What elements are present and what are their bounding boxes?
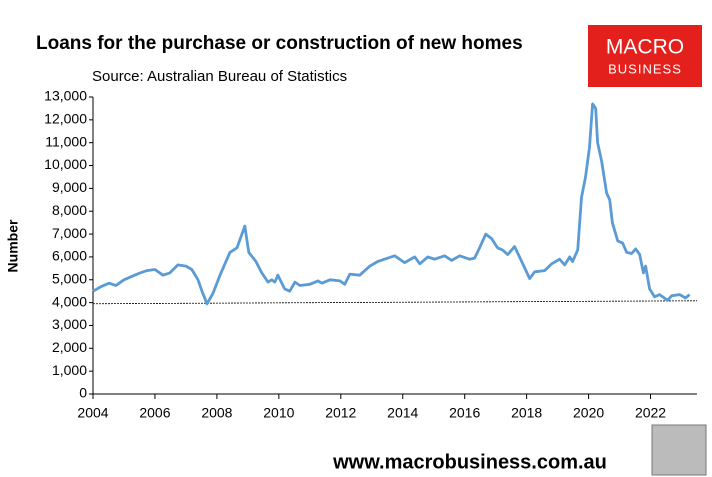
y-tick-label: 9,000 [52, 179, 87, 195]
y-tick-label: 1,000 [52, 362, 87, 378]
x-tick-label: 2010 [263, 405, 294, 421]
y-tick-label: 11,000 [45, 133, 87, 149]
logo-text: MACRO [606, 36, 684, 59]
y-tick-label: 4,000 [52, 293, 87, 309]
x-tick-label: 2012 [325, 405, 356, 421]
y-tick-label: 6,000 [52, 248, 87, 264]
x-tick-label: 2018 [511, 405, 542, 421]
y-tick-label: 8,000 [52, 202, 87, 218]
x-tick-label: 2016 [449, 405, 480, 421]
logo-box [588, 25, 702, 87]
y-axis-label: Number [5, 219, 21, 272]
y-tick-label: 12,000 [44, 111, 87, 127]
x-tick-label: 2020 [573, 405, 604, 421]
y-tick-label: 10,000 [44, 156, 87, 172]
logo-text: BUSINESS [608, 61, 682, 76]
x-tick-label: 2014 [387, 405, 418, 421]
y-tick-label: 7,000 [52, 225, 87, 241]
footer: www.macrobusiness.com.au [332, 451, 607, 473]
x-tick-label: 2006 [139, 405, 170, 421]
chart-subtitle: Source: Australian Bureau of Statistics [92, 68, 347, 85]
x-tick-label: 2022 [635, 405, 666, 421]
y-tick-label: 3,000 [52, 316, 87, 332]
y-tick-label: 0 [79, 385, 87, 401]
y-tick-label: 13,000 [44, 88, 87, 104]
y-tick-label: 2,000 [52, 339, 87, 355]
y-tick-label: 5,000 [52, 270, 87, 286]
wolf-icon [651, 424, 707, 476]
reference-line [92, 300, 698, 305]
chart-title: Loans for the purchase or construction o… [36, 33, 523, 54]
x-tick-label: 2008 [201, 405, 232, 421]
x-tick-label: 2004 [77, 405, 108, 421]
line-series [92, 102, 691, 306]
